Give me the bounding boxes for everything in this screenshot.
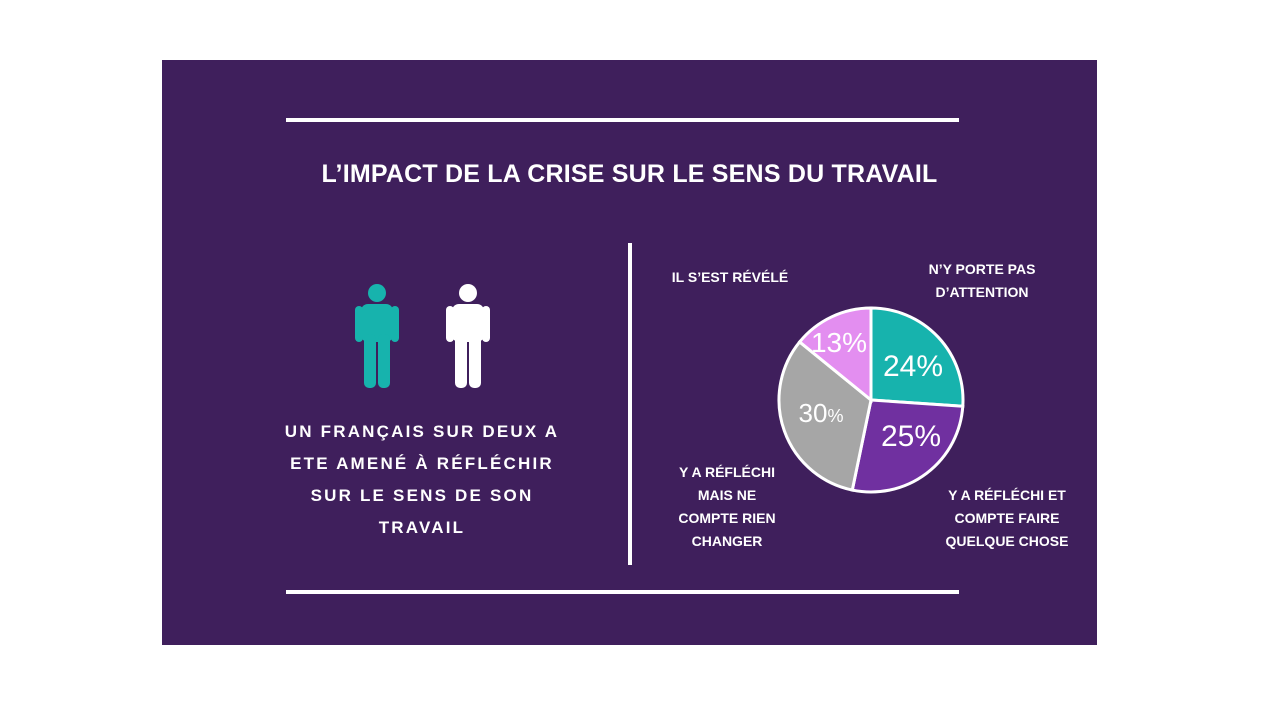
bottom-divider	[286, 590, 959, 594]
slice-label-13: IL S’EST RÉVÉLÉ	[671, 269, 789, 285]
slice-label-24: N’Y PORTE PAS D’ATTENTION	[928, 261, 1036, 300]
caption-line: ETE AMENÉ À RÉFLÉCHIR	[290, 454, 554, 473]
caption-line: SUR LE SENS DE SON	[310, 486, 534, 505]
pie-slice-25	[850, 398, 965, 494]
vertical-divider	[628, 243, 632, 565]
person-white-icon	[446, 284, 490, 388]
pie-value-label-24: 24%	[883, 350, 943, 383]
pie-slice-24	[869, 306, 965, 408]
page-title: L’IMPACT DE LA CRISE SUR LE SENS DU TRAV…	[321, 160, 938, 188]
top-divider	[286, 118, 959, 122]
caption-line: TRAVAIL	[378, 518, 466, 537]
pie-slice-30	[777, 339, 873, 492]
pie-chart: 24% 25% 30% 13%	[777, 306, 965, 494]
slice-label-25: Y A RÉFLÉCHI ET COMPTE FAIRE QUELQUE CHO…	[945, 487, 1069, 549]
person-teal-icon	[355, 284, 399, 388]
pie-value-label-30: 30%	[799, 398, 844, 428]
pie-value-label-13: 13%	[811, 327, 867, 358]
pie-value-label-25: 25%	[881, 420, 941, 453]
slice-label-30: Y A RÉFLÉCHI MAIS NE COMPTE RIEN CHANGER	[678, 464, 776, 549]
infographic-panel: L’IMPACT DE LA CRISE SUR LE SENS DU TRAV…	[162, 60, 1097, 645]
caption: UN FRANÇAIS SUR DEUX A ETE AMENÉ À RÉFLÉ…	[272, 416, 572, 544]
caption-line: UN FRANÇAIS SUR DEUX A	[284, 422, 560, 441]
pie-slice-13	[797, 306, 873, 404]
